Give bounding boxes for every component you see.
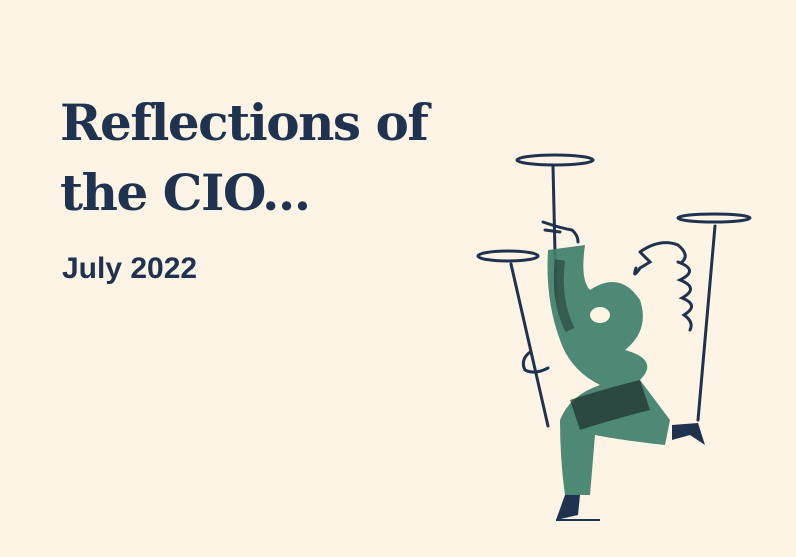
plate-top xyxy=(515,153,595,167)
date-subtitle: July 2022 xyxy=(62,252,198,285)
hair-curls xyxy=(676,260,693,332)
head xyxy=(633,241,687,276)
figure-body xyxy=(547,245,670,495)
shoes xyxy=(556,423,705,520)
pole-left xyxy=(509,262,550,428)
plate-right xyxy=(676,212,752,224)
pole-right xyxy=(696,224,717,422)
hand-left xyxy=(521,350,550,374)
hand-top xyxy=(541,220,580,244)
plate-left xyxy=(476,249,540,263)
title-line-2: the CIO... xyxy=(60,163,311,222)
page-title: Reflections of the CIO... xyxy=(60,88,429,228)
title-line-1: Reflections of xyxy=(60,93,429,152)
